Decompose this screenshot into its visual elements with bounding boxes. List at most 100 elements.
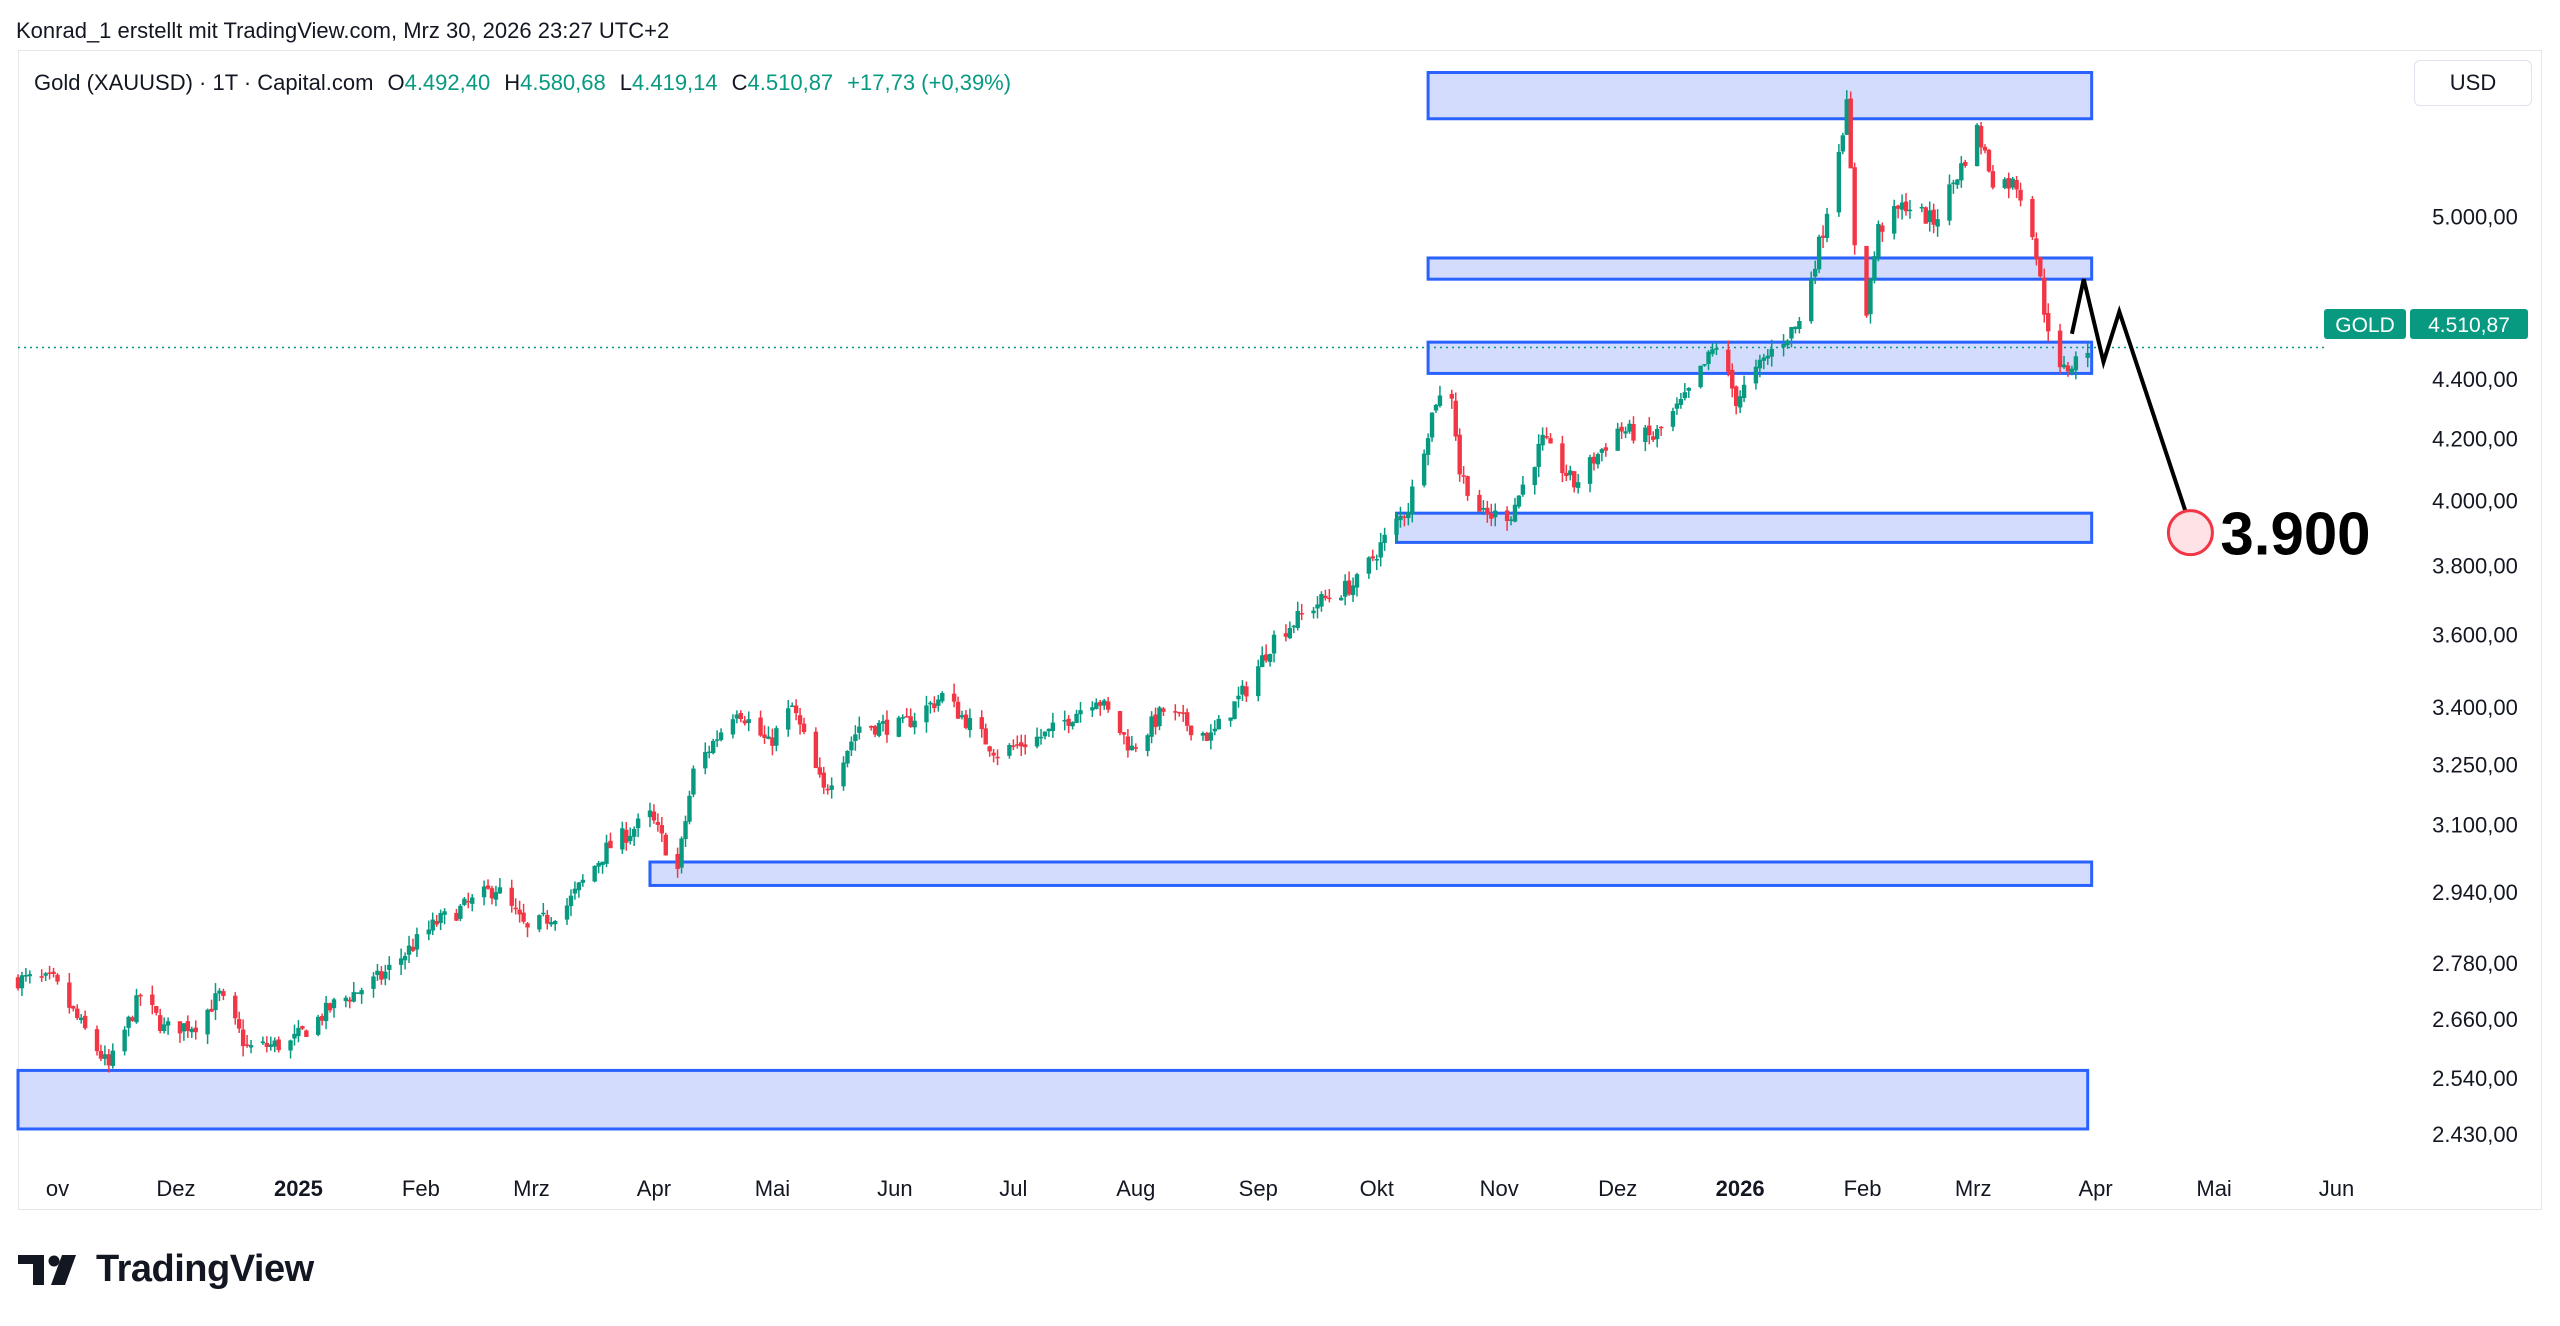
candle-251 [1402, 514, 1407, 527]
candle-91 [517, 900, 522, 923]
candle-body [600, 861, 605, 866]
candle-271 [1512, 497, 1518, 523]
candle-236 [1319, 591, 1324, 612]
candle-208 [1161, 707, 1166, 716]
candle-108 [608, 832, 613, 849]
close-value: 4.510,87 [747, 70, 834, 95]
candle-368 [2046, 303, 2051, 342]
candle-112 [631, 826, 637, 846]
candle-48 [276, 1036, 281, 1053]
candle-167 [936, 694, 941, 712]
candle-body [624, 829, 629, 843]
candle-body [1682, 392, 1688, 399]
x-tick-15: Feb [1844, 1176, 1882, 1201]
candle-body [122, 1029, 127, 1052]
candle-body [1046, 728, 1052, 732]
candle-161 [904, 708, 909, 718]
candle-body [1872, 256, 1877, 281]
candle-124 [703, 742, 708, 775]
candle-349 [1947, 174, 1952, 226]
candle-250 [1398, 506, 1403, 528]
candle-body [896, 717, 902, 737]
candle-339 [1891, 199, 1897, 240]
candle-body [1212, 728, 1217, 732]
candle-263 [1465, 475, 1470, 501]
candle-228 [1271, 630, 1277, 663]
candle-body [375, 970, 380, 976]
candle-260 [1453, 392, 1458, 441]
candle-32 [189, 1026, 194, 1039]
candle-240 [1342, 574, 1348, 606]
candle-body [1615, 428, 1620, 451]
candle-314 [1753, 359, 1759, 390]
candle-197 [1102, 698, 1107, 710]
y-tick-5: 3.800,00 [2432, 554, 2518, 579]
candle-body [679, 838, 684, 868]
candle-244 [1366, 556, 1372, 579]
candle-body [963, 714, 969, 728]
candle-body [1429, 412, 1435, 438]
candle-115 [651, 804, 657, 824]
candle-body [509, 887, 514, 906]
y-tick-13: 2.540,00 [2432, 1066, 2518, 1091]
candle-50 [292, 1024, 297, 1046]
candle-20 [126, 1015, 131, 1037]
candle-body [379, 971, 384, 980]
candle-126 [710, 738, 716, 755]
candle-135 [762, 725, 767, 744]
candle-285 [1591, 452, 1597, 471]
candle-55 [319, 1013, 325, 1026]
candle-body [1200, 733, 1206, 736]
candle-body [1489, 513, 1494, 519]
candle-body [402, 955, 408, 961]
badge-value-bg [2410, 309, 2528, 339]
candle-body [631, 829, 637, 837]
candle-223 [1244, 681, 1249, 702]
candle-body [27, 974, 33, 977]
candle-27 [161, 1017, 167, 1034]
candle-99 [564, 898, 570, 925]
symbol-title[interactable]: Gold (XAUUSD) · 1T · Capital.com [34, 70, 374, 95]
candle-body [1891, 206, 1897, 234]
candle-body [2046, 313, 2051, 332]
candle-body [347, 999, 352, 1002]
tradingview-logo[interactable]: TradingView [18, 1248, 314, 1291]
candle-117 [659, 817, 665, 843]
candle-362 [2014, 175, 2019, 199]
candle-9 [67, 973, 72, 1014]
candle-331 [1844, 90, 1849, 136]
candle-body [912, 720, 917, 728]
candle-body [710, 740, 716, 754]
candle-83 [470, 894, 475, 912]
candle-body [592, 865, 597, 882]
time-axis[interactable]: ov Dez 2025 Feb Mrz Apr Mai Jun Jul Aug Sep Okt Nov D… [46, 1176, 2354, 1201]
candle-body [2085, 352, 2090, 358]
candle-body [651, 811, 657, 821]
candle-173 [967, 708, 973, 738]
candle-body [1876, 224, 1881, 258]
candle-body [351, 992, 356, 1002]
candle-body [110, 1050, 115, 1066]
candle-body [1599, 449, 1605, 453]
candle-body [829, 785, 834, 790]
candle-266 [1485, 500, 1490, 523]
candle-158 [884, 710, 890, 743]
y-tick-2: 4.400,00 [2432, 367, 2518, 392]
candle-body [1726, 349, 1731, 372]
candle-113 [635, 813, 641, 838]
x-tick-16: Mrz [1955, 1176, 1992, 1201]
candle-144 [813, 727, 819, 769]
badge-symbol-bg [2324, 309, 2406, 339]
candle-body [493, 892, 499, 900]
price-axis[interactable]: 5.000,004.600,004.400,004.200,004.000,00… [2432, 205, 2518, 1148]
candle-131 [738, 710, 744, 723]
candle-252 [1406, 502, 1411, 526]
currency-button[interactable]: USD [2414, 60, 2532, 106]
candle-body [323, 1002, 329, 1022]
candle-288 [1603, 443, 1609, 457]
candle-291 [1623, 426, 1628, 439]
candle-242 [1350, 577, 1356, 602]
candle-302 [1682, 383, 1688, 401]
candle-26 [157, 1008, 163, 1034]
